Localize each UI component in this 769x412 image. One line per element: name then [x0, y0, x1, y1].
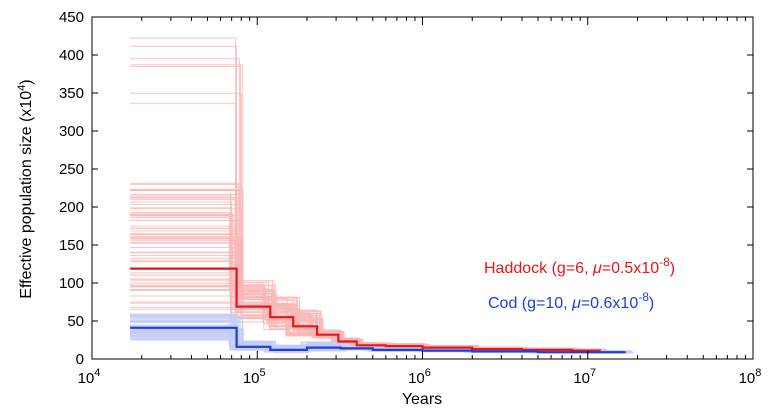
legend-haddock-rest: =0.5x10: [602, 260, 659, 277]
y-tick-label: 450: [59, 9, 84, 26]
x-tick-label-exp: 8: [755, 367, 761, 379]
x-axis-label: Years: [402, 391, 442, 408]
series-haddock-line: [130, 267, 601, 352]
y-tick-label: 350: [59, 85, 84, 102]
legend-haddock-main: Haddock (g=6,: [484, 260, 593, 277]
y-tick-label: 300: [59, 123, 84, 140]
legend-haddock-exp: -8: [659, 255, 670, 269]
y-axis-label-text: Effective population size (x10: [18, 91, 35, 299]
legend-cod: Cod (g=10, μ=0.6x10-8): [488, 290, 654, 312]
y-tick-label: 150: [59, 237, 84, 254]
x-tick-label: 104: [78, 367, 101, 387]
y-tick-label: 200: [59, 199, 84, 216]
y-tick-label: 250: [59, 161, 84, 178]
x-tick-label: 106: [408, 367, 431, 387]
x-tick-label-exp: 6: [425, 367, 431, 379]
legend-haddock: Haddock (g=6, μ=0.5x10-8): [484, 255, 675, 277]
y-tick-label: 50: [67, 313, 84, 330]
x-tick-label: 105: [243, 367, 266, 387]
series-cod-line: [130, 326, 626, 354]
legend-cod-close: ): [649, 295, 654, 312]
x-tick-label: 108: [739, 367, 762, 387]
y-axis-label-exp: 4: [16, 85, 28, 91]
y-tick-label: 100: [59, 275, 84, 292]
legend-cod-mu: μ: [571, 295, 581, 312]
y-tick-label: 0: [76, 351, 84, 368]
legend-haddock-close: ): [670, 260, 675, 277]
axes-layer: 0 50 100 150 200 250 300 350 400 450 104 105 106 107 1…: [59, 9, 761, 387]
y-axis-label-close: ): [18, 79, 35, 84]
y-tick-label: 400: [59, 47, 84, 64]
series-layer: [130, 267, 626, 354]
bootstrap-haddock-line: [130, 92, 596, 352]
x-tick-label-exp: 4: [94, 367, 100, 379]
x-tick-label: 107: [573, 367, 596, 387]
legend-haddock-mu: μ: [592, 260, 602, 277]
legend-cod-rest: =0.6x10: [581, 295, 638, 312]
legend-cod-exp: -8: [638, 290, 649, 304]
legend-cod-main: Cod (g=10,: [488, 295, 572, 312]
x-tick-label-exp: 7: [590, 367, 596, 379]
x-tick-label-exp: 5: [260, 367, 266, 379]
y-axis-label: Effective population size (x104): [16, 79, 35, 298]
